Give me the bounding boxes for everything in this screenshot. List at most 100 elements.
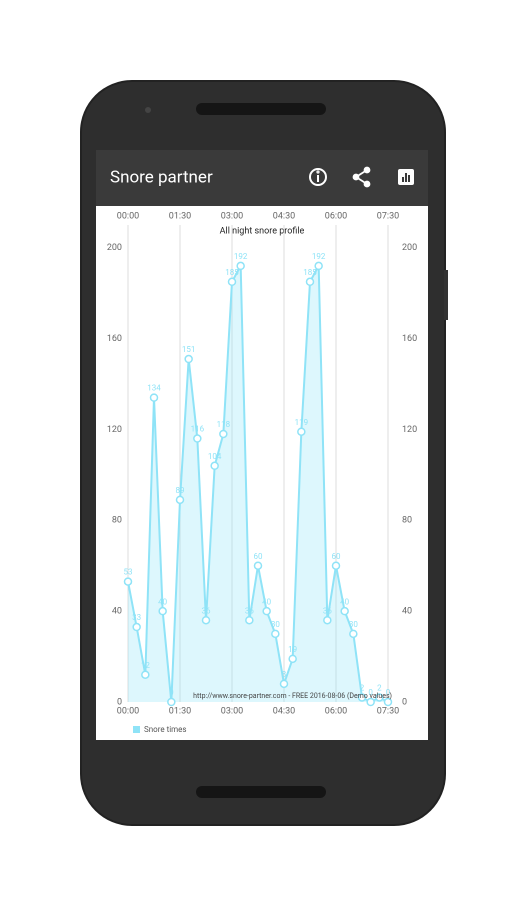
point — [245, 615, 254, 625]
value-label: 40 — [262, 597, 271, 606]
y-tick-label: 80 — [112, 516, 122, 526]
value-label: 2 — [360, 684, 365, 693]
value-label: 192 — [234, 252, 248, 261]
point — [288, 654, 297, 664]
point — [167, 697, 176, 707]
point — [366, 697, 375, 707]
value-label: 151 — [182, 345, 196, 354]
point — [201, 615, 211, 625]
speaker — [196, 103, 326, 115]
point — [141, 670, 150, 679]
speaker-bottom — [196, 786, 326, 798]
value-label: 118 — [217, 420, 231, 429]
info-button[interactable] — [309, 168, 327, 186]
x-tick-label-top: 03:00 — [221, 211, 243, 221]
app-title: Snore partner — [110, 167, 213, 187]
side-button — [444, 270, 448, 320]
value-label: 185 — [303, 268, 317, 277]
stats-button[interactable] — [398, 169, 414, 185]
x-tick-label-top: 01:30 — [169, 211, 191, 221]
point — [323, 615, 332, 625]
area — [128, 265, 388, 702]
x-tick-label: 07:30 — [377, 706, 399, 716]
value-label: 60 — [332, 552, 341, 561]
y2-tick-label: 0 — [402, 697, 407, 707]
x-tick-label: 04:30 — [273, 706, 295, 716]
value-label: 36 — [323, 606, 332, 615]
camera — [145, 107, 151, 113]
y-tick-label: 160 — [107, 334, 122, 344]
value-label: 104 — [208, 452, 222, 461]
chart: All night snore profile00:0000:0001:3001… — [107, 211, 417, 734]
value-label: 116 — [191, 425, 205, 434]
value-label: 19 — [288, 645, 297, 654]
annotation: http://www.snore-partner.com - FREE 2016… — [193, 692, 392, 700]
x-tick-label: 03:00 — [221, 706, 243, 716]
point — [132, 622, 141, 632]
point — [297, 427, 306, 436]
value-label: 60 — [254, 552, 263, 561]
value-label: 2 — [377, 684, 382, 693]
value-label: 30 — [271, 620, 280, 629]
value-label: 36 — [245, 606, 254, 615]
share-button[interactable] — [352, 166, 371, 188]
point — [262, 606, 271, 616]
y2-tick-label: 80 — [402, 516, 412, 526]
point — [210, 461, 219, 471]
value-label: 0 — [386, 688, 391, 697]
display — [96, 150, 428, 740]
value-label: 40 — [340, 597, 349, 606]
point — [340, 606, 349, 616]
value-label: 119 — [295, 418, 309, 427]
x-tick-label: 01:30 — [169, 706, 191, 716]
point — [175, 495, 185, 505]
chart-title: All night snore profile — [220, 226, 305, 236]
value-label: 12 — [141, 661, 150, 670]
y2-tick-label: 160 — [402, 334, 417, 344]
point — [236, 261, 245, 271]
legend-swatch — [133, 726, 140, 733]
value-label: 33 — [132, 613, 141, 622]
value-label: 30 — [349, 620, 358, 629]
value-label: 185 — [225, 268, 239, 277]
y2-tick-label: 200 — [402, 243, 417, 253]
point — [219, 429, 228, 439]
value-label: 0 — [169, 688, 174, 697]
value-label: 8 — [282, 670, 287, 679]
point — [227, 277, 237, 287]
y-tick-label: 200 — [107, 243, 122, 253]
point — [158, 606, 167, 616]
point — [123, 577, 133, 586]
x-tick-label-top: 07:30 — [377, 211, 399, 221]
y2-tick-label: 120 — [402, 425, 417, 435]
legend-label: Snore times — [144, 725, 187, 734]
point — [253, 561, 263, 570]
point — [271, 629, 280, 639]
point — [383, 697, 393, 707]
value-label: 89 — [176, 486, 185, 495]
point — [375, 693, 384, 702]
value-label: 53 — [124, 568, 133, 577]
value-label: 134 — [147, 384, 161, 393]
value-label: 40 — [158, 597, 167, 606]
x-tick-label-top: 06:00 — [325, 211, 347, 221]
value-label: 0 — [368, 688, 373, 697]
x-tick-label: 06:00 — [325, 706, 347, 716]
y2-tick-label: 40 — [402, 607, 412, 617]
point — [331, 561, 341, 570]
x-tick-label-top: 00:00 — [117, 211, 139, 221]
app-bar — [96, 150, 428, 206]
point — [279, 679, 289, 689]
point — [314, 261, 323, 271]
point — [349, 629, 358, 639]
value-label: 36 — [202, 606, 211, 615]
point — [305, 277, 315, 287]
point — [193, 434, 202, 443]
point — [184, 354, 193, 364]
point — [149, 393, 159, 402]
y-tick-label: 40 — [112, 607, 122, 617]
point — [357, 693, 367, 702]
y-tick-label: 120 — [107, 425, 122, 435]
